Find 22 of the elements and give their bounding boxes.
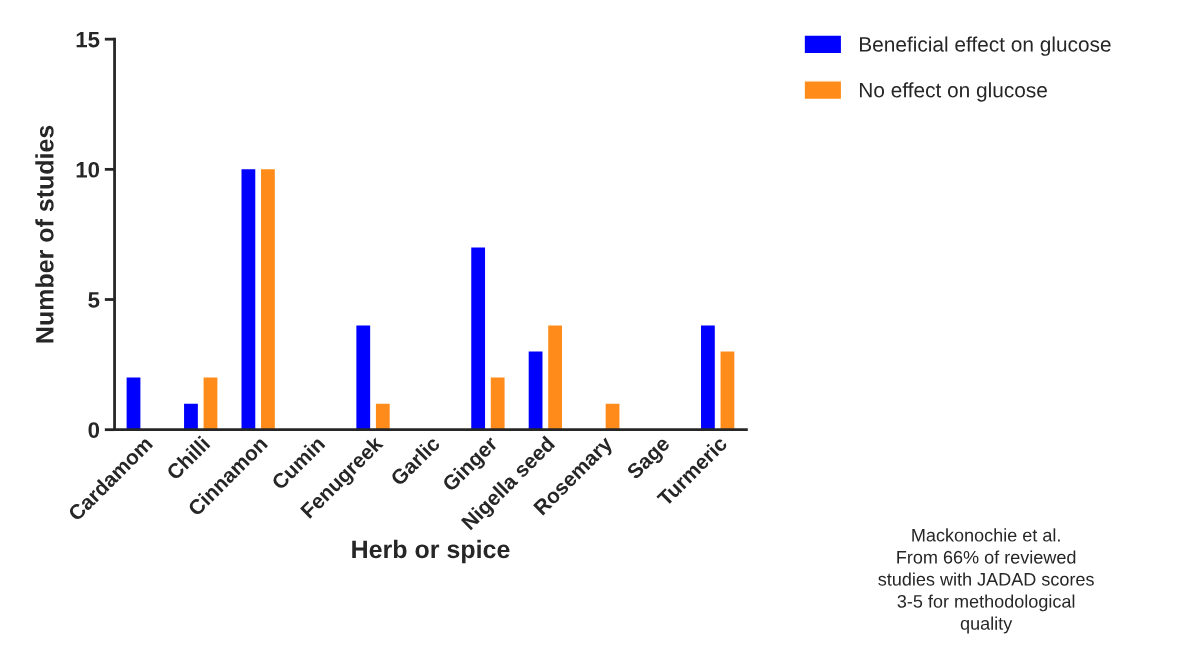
bar bbox=[203, 377, 218, 430]
bar bbox=[528, 351, 543, 430]
bar bbox=[490, 377, 505, 430]
bar bbox=[356, 325, 371, 430]
bar bbox=[375, 403, 390, 430]
bar bbox=[720, 351, 735, 430]
y-axis-title: Number of studies bbox=[35, 125, 54, 343]
y-tick-label: 0 bbox=[88, 422, 100, 438]
text: Mackonochie et al. From 66% of reviewed studies with JADAD scores 3-5 for methodological quality bbox=[878, 528, 1094, 634]
bar bbox=[184, 403, 198, 430]
bar bbox=[548, 325, 563, 430]
legend-label: No effect on glucose bbox=[859, 82, 1047, 102]
bar bbox=[701, 325, 715, 430]
bar bbox=[261, 169, 275, 430]
bar bbox=[241, 169, 256, 430]
y-tick-label: 10 bbox=[76, 161, 100, 178]
bar bbox=[471, 247, 486, 430]
legend-label: Beneficial effect on glucose bbox=[859, 36, 1111, 56]
x-axis-title: Herb or spice bbox=[352, 539, 510, 564]
bar bbox=[126, 377, 141, 430]
y-tick-label: 15 bbox=[76, 31, 100, 48]
y-tick-label: 5 bbox=[88, 292, 100, 308]
